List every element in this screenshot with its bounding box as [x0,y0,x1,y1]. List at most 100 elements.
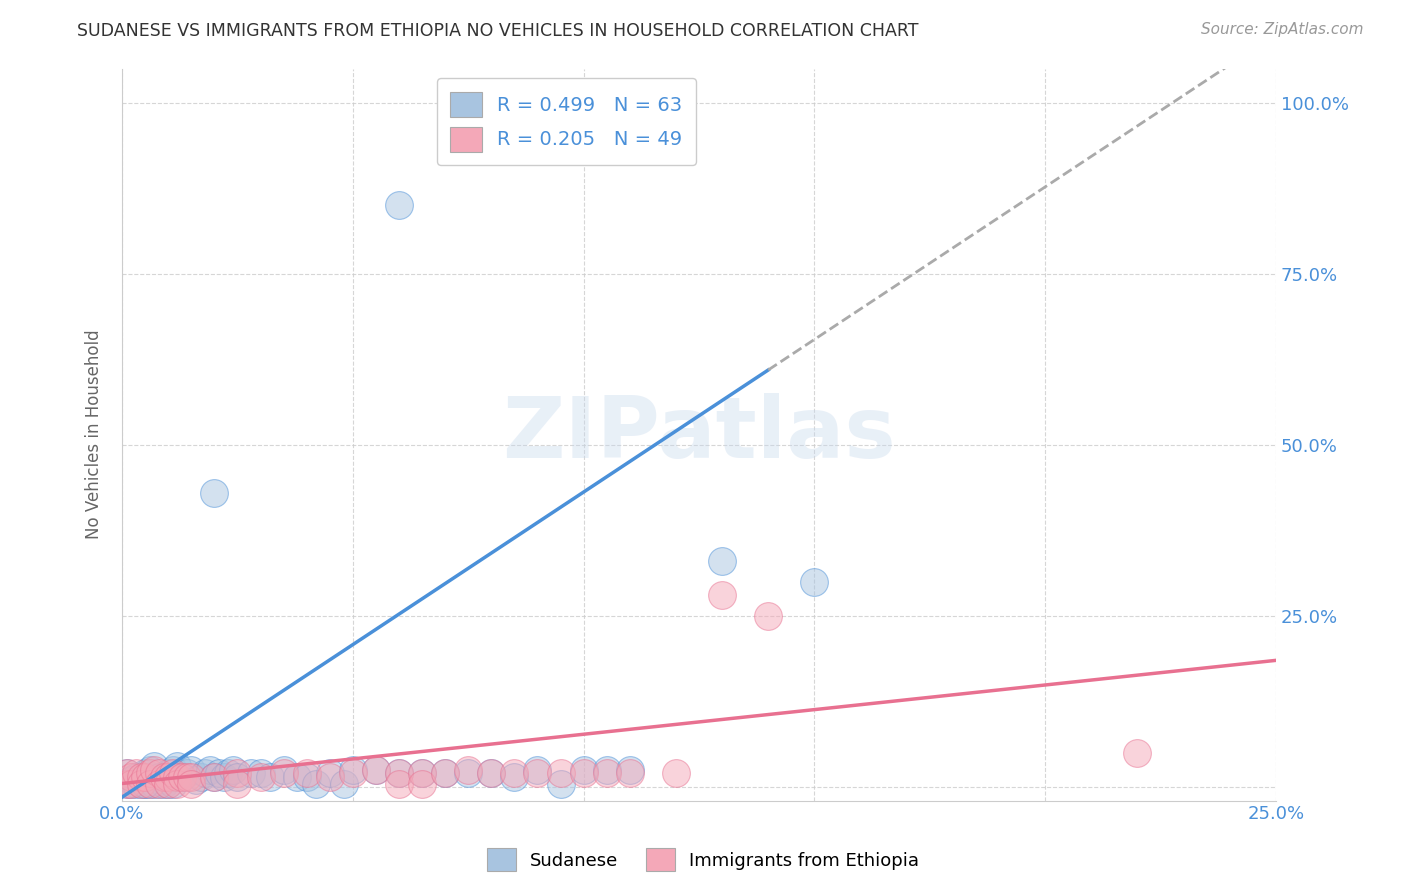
Point [143,759,166,773]
Point [152,776,174,790]
Point [756,608,779,623]
Point [129,776,152,790]
Point [139,763,162,777]
Point [342,766,364,780]
Point [411,776,433,790]
Point [162,763,184,777]
Point [295,766,318,780]
Point [332,776,354,790]
Point [166,759,188,773]
Point [208,766,231,780]
Point [152,773,174,788]
Point [249,770,271,784]
Point [166,776,188,790]
Point [202,770,225,784]
Point [180,770,202,784]
Point [162,766,184,780]
Point [134,776,156,790]
Point [115,766,138,780]
Legend: R = 0.499   N = 63, R = 0.205   N = 49: R = 0.499 N = 63, R = 0.205 N = 49 [437,78,696,165]
Point [287,770,309,784]
Point [120,773,142,788]
Point [115,776,138,790]
Point [134,766,156,780]
Point [125,770,148,784]
Point [134,770,156,784]
Point [388,766,411,780]
Point [115,776,138,790]
Point [550,776,572,790]
Point [249,766,271,780]
Point [803,574,825,589]
Point [166,770,188,784]
Point [711,588,734,602]
Point [240,766,263,780]
Point [550,766,572,780]
Point [388,766,411,780]
Point [129,773,152,788]
Point [212,770,235,784]
Legend: Sudanese, Immigrants from Ethiopia: Sudanese, Immigrants from Ethiopia [479,841,927,879]
Point [259,770,281,784]
Point [143,776,166,790]
Point [148,776,170,790]
Point [120,776,142,790]
Point [1126,746,1149,760]
Point [295,770,318,784]
Point [129,770,152,784]
Point [364,763,387,777]
Point [120,776,142,790]
Point [157,766,180,780]
Point [319,766,342,780]
Point [526,763,548,777]
Point [115,766,138,780]
Text: ZIPatlas: ZIPatlas [502,393,896,476]
Point [139,776,162,790]
Point [148,766,170,780]
Point [157,776,180,790]
Y-axis label: No Vehicles in Household: No Vehicles in Household [86,330,103,540]
Point [226,776,249,790]
Point [388,198,411,212]
Point [176,770,198,784]
Point [434,766,457,780]
Point [125,766,148,780]
Point [217,766,239,780]
Point [434,766,457,780]
Point [202,485,225,500]
Point [226,770,249,784]
Point [143,763,166,777]
Text: SUDANESE VS IMMIGRANTS FROM ETHIOPIA NO VEHICLES IN HOUSEHOLD CORRELATION CHART: SUDANESE VS IMMIGRANTS FROM ETHIOPIA NO … [77,22,920,40]
Point [503,770,526,784]
Point [619,763,641,777]
Point [479,766,502,780]
Point [479,766,502,780]
Point [388,776,411,790]
Point [665,766,688,780]
Point [194,766,217,780]
Point [190,770,212,784]
Point [619,766,641,780]
Point [572,763,595,777]
Point [125,776,148,790]
Point [711,554,734,568]
Point [364,763,387,777]
Point [170,770,193,784]
Point [134,776,156,790]
Point [139,776,162,790]
Point [180,776,202,790]
Point [457,763,479,777]
Point [226,766,249,780]
Text: Source: ZipAtlas.com: Source: ZipAtlas.com [1201,22,1364,37]
Point [170,770,193,784]
Point [180,763,202,777]
Point [184,773,207,788]
Point [120,770,142,784]
Point [148,770,170,784]
Point [222,763,245,777]
Point [342,763,364,777]
Point [129,776,152,790]
Point [572,766,595,780]
Point [319,770,342,784]
Point [148,776,170,790]
